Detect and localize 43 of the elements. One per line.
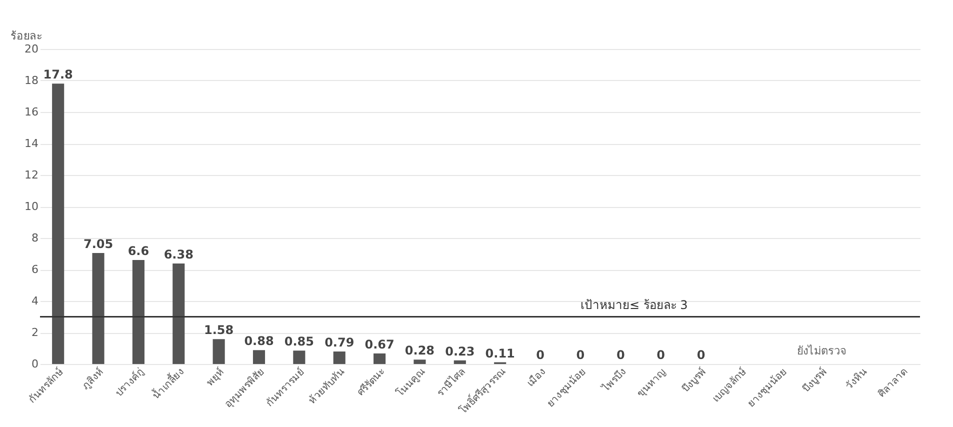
- data-label: 7.05: [83, 236, 114, 251]
- data-label: 0: [576, 348, 585, 362]
- bar: [252, 350, 266, 364]
- data-label: 0.23: [445, 344, 475, 358]
- data-label: 0.79: [324, 336, 354, 350]
- data-label: 0: [536, 348, 544, 362]
- data-label: 6.6: [128, 244, 150, 258]
- y-tick-label: 6: [32, 263, 38, 276]
- bar: [374, 353, 386, 364]
- data-label: 17.8: [43, 68, 73, 82]
- ref-line-label: เป้าหมาย≤ ร้อยละ 3: [580, 298, 688, 312]
- y-tick-label: 18: [24, 74, 38, 87]
- data-label: 0.11: [485, 346, 515, 360]
- y-tick-label: 10: [24, 200, 38, 213]
- y-axis-title: ร้อยละ: [10, 30, 42, 42]
- data-label: 0: [656, 348, 665, 362]
- data-label: 0.67: [364, 337, 394, 352]
- y-tick-label: 0: [32, 358, 38, 370]
- y-tick-label: 2: [32, 326, 38, 339]
- y-tick-label: 14: [24, 137, 38, 150]
- data-label: 0: [696, 348, 706, 362]
- bar: [333, 352, 346, 364]
- y-tick-label: 12: [24, 168, 38, 182]
- data-label: 1.58: [204, 323, 234, 338]
- bar: [212, 339, 225, 364]
- data-label: 0.88: [244, 334, 274, 348]
- y-tick-label: 20: [24, 42, 38, 56]
- bar: [172, 264, 185, 364]
- data-label: 6.38: [164, 248, 194, 262]
- data-label: 0: [616, 348, 625, 362]
- bar: [52, 84, 64, 364]
- bar: [132, 260, 144, 364]
- bar: [92, 252, 104, 364]
- y-tick-label: 16: [24, 106, 38, 118]
- y-tick-label: 8: [32, 232, 38, 244]
- bar: [293, 350, 306, 364]
- bar: [454, 360, 466, 364]
- data-label: 0.85: [284, 334, 314, 349]
- bar: [414, 360, 426, 364]
- y-tick-label: 4: [32, 294, 38, 308]
- data-label: 0.28: [404, 344, 435, 358]
- x-tick-label: เมือง: [524, 366, 548, 390]
- annotation: ยังไม่ตรวจ: [797, 344, 846, 358]
